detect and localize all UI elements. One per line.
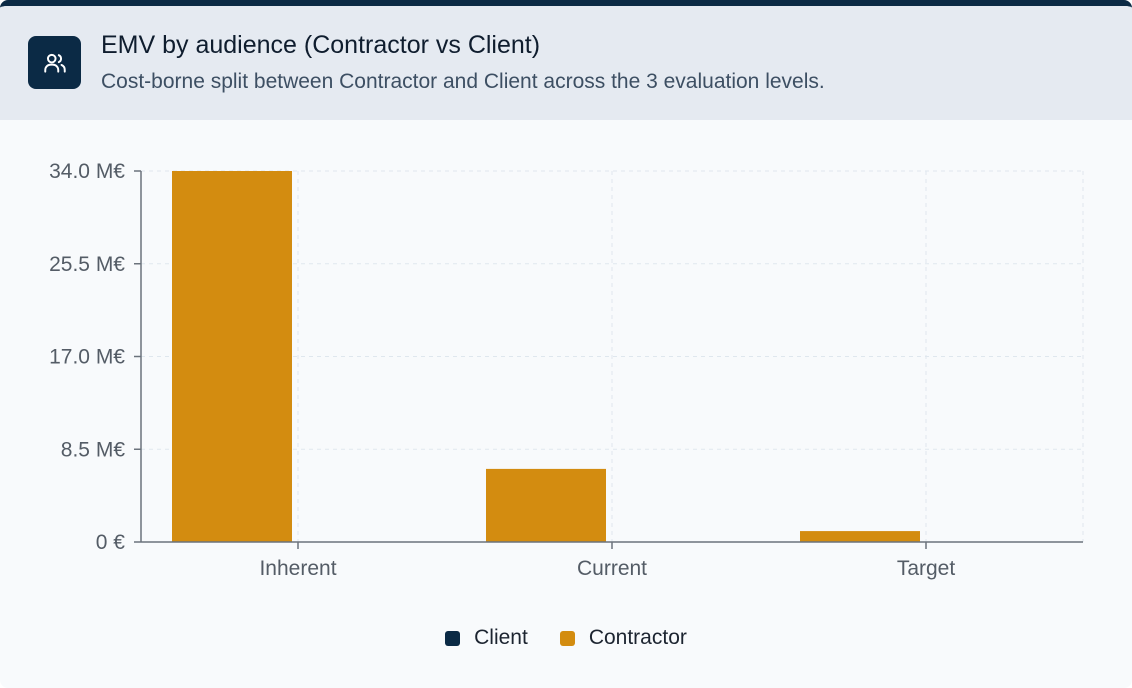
y-tick-label: 25.5 M€ (49, 253, 125, 276)
y-tick-label: 0 € (96, 531, 126, 554)
bar-contractor-inherent (172, 171, 292, 542)
chart-area: 0 € 8.5 M€ 17.0 M€ 25.5 M€ 34.0 M€ Inherent Cu… (0, 120, 1132, 688)
card-header: EMV by audience (Contractor vs Client) C… (0, 6, 1132, 120)
legend-item-contractor[interactable]: Contractor (559, 626, 687, 650)
y-tick-label: 34.0 M€ (49, 160, 125, 183)
users-icon (28, 36, 81, 89)
x-tick-label: Target (897, 557, 956, 580)
chart-title: EMV by audience (Contractor vs Client) (101, 31, 541, 59)
bar-contractor-target (800, 531, 920, 542)
legend-swatch (445, 630, 461, 646)
bar-chart: 0 € 8.5 M€ 17.0 M€ 25.5 M€ 34.0 M€ Inherent Cu… (49, 160, 1084, 580)
legend-label: Contractor (588, 626, 687, 649)
legend-label: Client (474, 626, 528, 649)
y-tick-label: 8.5 M€ (61, 438, 126, 461)
bar-contractor-current (486, 468, 606, 542)
chart-legend: Client Contractor (0, 626, 1132, 650)
x-tick-label: Inherent (259, 557, 336, 580)
y-tick-label: 17.0 M€ (49, 346, 125, 369)
chart-subtitle: Cost-borne split between Contractor and … (101, 70, 825, 93)
x-tick-label: Current (577, 557, 647, 580)
legend-swatch (559, 630, 575, 646)
legend-item-client[interactable]: Client (445, 626, 528, 650)
